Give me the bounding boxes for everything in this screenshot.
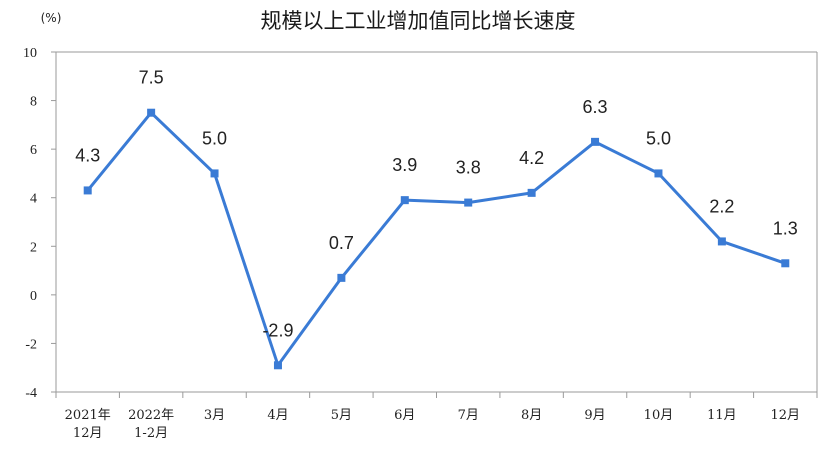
y-tick-label: 2 xyxy=(30,240,37,255)
data-labels: 4.3 7.5 5.0 -2.9 0.7 3.9 3.8 4.2 6.3 5.0 2.2 1.3 xyxy=(75,68,798,341)
data-label: -2.9 xyxy=(262,320,293,340)
data-point-marker xyxy=(147,108,156,117)
data-point-marker xyxy=(400,196,409,205)
data-label: 7.5 xyxy=(139,68,164,88)
y-tick-label: 0 xyxy=(30,289,37,304)
data-label: 1.3 xyxy=(773,218,798,238)
y-tick-label: 4 xyxy=(30,192,37,207)
series-line xyxy=(86,111,786,367)
data-label: 4.2 xyxy=(519,148,544,168)
x-tick-label: 4月 xyxy=(267,408,288,423)
x-tick-label: 5月 xyxy=(331,408,352,423)
data-label: 0.7 xyxy=(329,233,354,253)
data-label: 2.2 xyxy=(709,196,734,216)
x-tick-label: 9月 xyxy=(584,408,605,423)
x-tick-label: 6月 xyxy=(394,408,415,423)
data-label: 5.0 xyxy=(646,128,671,148)
data-point-marker xyxy=(781,259,790,268)
data-point-marker xyxy=(83,186,92,195)
y-tick-label: 6 xyxy=(30,143,37,158)
data-point-marker xyxy=(527,188,536,197)
x-tick-label: 10月 xyxy=(644,408,674,423)
x-tick-label: 2022年 1-2月 xyxy=(128,408,174,441)
x-axis-ticks: 2021年 12月 2022年 1-2月 3月 4月 5月 6月 7月 8月 9月 10月 11月 12月 xyxy=(55,392,818,441)
data-point-marker xyxy=(464,198,473,207)
y-tick-label: -4 xyxy=(25,386,37,401)
x-tick-label: 11月 xyxy=(707,408,737,423)
data-label: 4.3 xyxy=(75,145,100,165)
y-tick-label: 10 xyxy=(23,46,37,61)
y-tick-label: -2 xyxy=(25,337,37,352)
data-point-marker xyxy=(654,169,663,178)
chart-title: 规模以上工业增加值同比增长速度 xyxy=(261,9,576,33)
data-point-marker xyxy=(210,169,219,178)
data-label: 6.3 xyxy=(583,97,608,117)
x-tick-label: 12月 xyxy=(771,408,801,423)
data-point-marker xyxy=(591,137,600,146)
data-label: 3.8 xyxy=(456,158,481,178)
x-tick-label: 2021年 12月 xyxy=(65,408,111,441)
x-tick-label: 3月 xyxy=(204,408,225,423)
y-axis-ticks: 10 8 6 4 2 0 -2 -4 xyxy=(23,46,56,401)
x-tick-label: 7月 xyxy=(458,408,479,423)
data-label: 5.0 xyxy=(202,128,227,148)
y-tick-label: 8 xyxy=(30,95,37,110)
x-tick-label: 8月 xyxy=(521,408,542,423)
data-label: 3.9 xyxy=(392,155,417,175)
series-line-group xyxy=(83,108,790,370)
data-point-marker xyxy=(717,237,726,246)
data-point-marker xyxy=(337,273,346,282)
data-point-marker xyxy=(273,361,282,370)
y-unit-label: (%) xyxy=(41,11,62,25)
